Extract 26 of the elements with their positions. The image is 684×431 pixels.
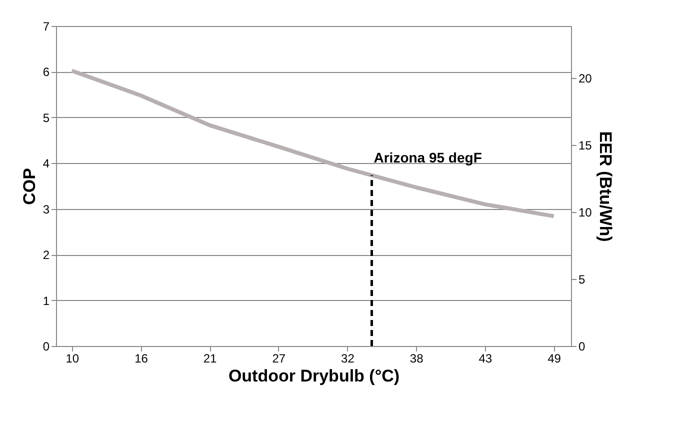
- x-tick-label: 10: [66, 352, 80, 366]
- x-tick-label: 21: [203, 352, 218, 366]
- y2-tick-label: 20: [578, 72, 592, 86]
- x-tick-label: 49: [548, 352, 562, 366]
- y-tick-label: 3: [42, 202, 50, 216]
- y-axis-title: COP: [20, 168, 39, 205]
- ref-line-label: Arizona 95 degF: [374, 149, 482, 166]
- y-tick-label: 6: [42, 65, 50, 80]
- x-tick-label: 16: [134, 352, 148, 366]
- y-tick-label: 0: [42, 340, 50, 354]
- y-tick-label: 1: [42, 294, 50, 308]
- y-tick-label: 7: [42, 20, 50, 34]
- line-series: [70, 68, 556, 218]
- y2-axis-title: EER (Btu/Wh): [596, 131, 615, 242]
- y2-tick-label: 5: [578, 272, 586, 287]
- y-tick-label: 5: [42, 110, 50, 125]
- y2-tick-label: 15: [578, 138, 592, 153]
- x-tick-label: 43: [478, 352, 492, 366]
- x-tick-label: 32: [341, 352, 355, 366]
- y-tick-label: 4: [42, 156, 50, 171]
- y2-tick-label: 0: [578, 340, 586, 354]
- x-tick-label: 27: [272, 352, 286, 366]
- y-tick-label: 2: [42, 248, 50, 262]
- y2-tick-label: 10: [578, 206, 592, 220]
- x-tick-label: 38: [410, 352, 424, 366]
- x-axis-title: Outdoor Drybulb (°C): [228, 366, 400, 386]
